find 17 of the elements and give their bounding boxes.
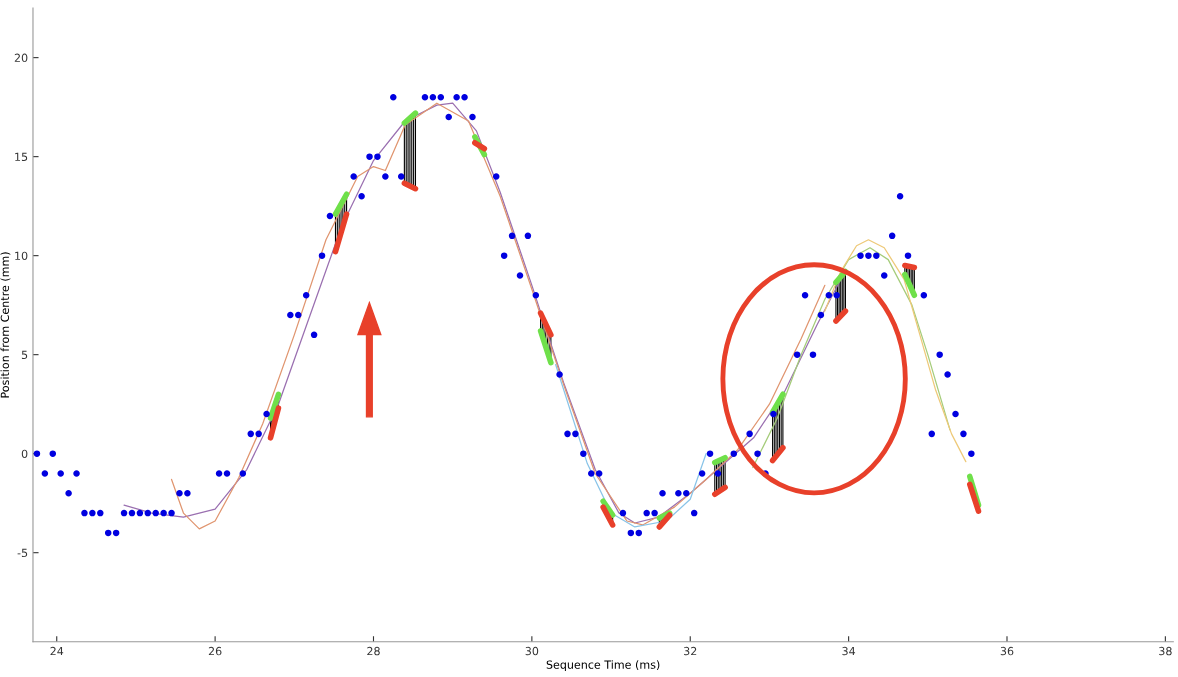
- x-tick-label: 38: [1159, 646, 1172, 656]
- x-tick-label: 34: [842, 646, 856, 656]
- line-series: [752, 247, 951, 469]
- x-tick-label: 26: [208, 646, 222, 656]
- y-tick-label: 15: [15, 152, 28, 162]
- y-tick-label: 0: [21, 449, 28, 459]
- x-tick-label: 28: [367, 646, 380, 656]
- y-tick-label: 10: [15, 251, 28, 261]
- x-tick-label: 32: [684, 646, 697, 656]
- x-tick-label: 24: [50, 646, 64, 656]
- x-tick-label: 36: [1000, 646, 1014, 656]
- y-tick-label: -5: [17, 548, 28, 558]
- x-tick-label: 30: [525, 646, 539, 656]
- y-axis-title: Position from Centre (mm): [0, 252, 11, 398]
- x-axis-title: Sequence Time (ms): [546, 660, 660, 671]
- y-tick-label: 20: [14, 53, 28, 63]
- y-tick-label: 5: [21, 350, 28, 360]
